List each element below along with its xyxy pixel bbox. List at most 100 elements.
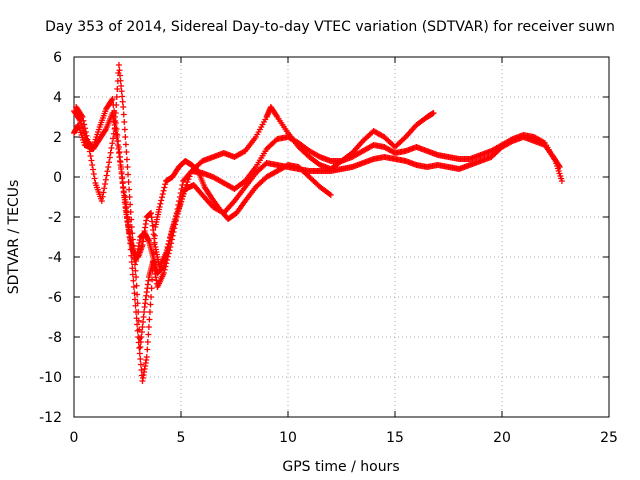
data-point <box>104 168 111 175</box>
data-point <box>98 198 105 204</box>
series-track-3 <box>73 62 437 350</box>
data-point <box>401 135 408 142</box>
data-point <box>81 125 88 132</box>
data-point <box>186 173 193 180</box>
data-point <box>128 259 135 265</box>
data-point <box>116 67 123 74</box>
data-point <box>118 88 125 95</box>
data-point <box>135 339 142 346</box>
data-point <box>120 111 127 118</box>
data-point <box>326 191 333 197</box>
data-point <box>164 257 171 263</box>
data-point <box>181 187 188 194</box>
data-point <box>176 205 183 211</box>
data-point <box>119 98 126 105</box>
grid-lines <box>74 57 609 417</box>
data-point <box>134 321 141 328</box>
data-point <box>78 112 85 119</box>
data-point <box>430 110 437 116</box>
data-point <box>81 121 88 128</box>
data-point <box>149 267 156 274</box>
data-point <box>124 164 131 170</box>
data-point <box>273 112 280 119</box>
data-point <box>240 179 247 185</box>
data-point <box>128 216 135 223</box>
data-point <box>109 140 116 147</box>
data-point <box>168 236 175 243</box>
y-tick-label: -8 <box>48 330 62 346</box>
data-point <box>127 201 134 208</box>
data-point <box>315 153 322 160</box>
x-tick-label: 25 <box>600 430 618 446</box>
data-point <box>133 309 140 315</box>
data-point <box>127 240 134 247</box>
data-point <box>87 153 94 159</box>
data-point <box>89 166 96 173</box>
data-point <box>123 156 130 163</box>
data-point <box>160 270 167 276</box>
data-point <box>112 110 119 116</box>
data-point <box>171 225 178 232</box>
x-tick-label: 20 <box>493 430 511 446</box>
data-point <box>107 149 114 156</box>
y-tick-label: -10 <box>39 370 62 386</box>
data-point <box>123 149 130 155</box>
data-point <box>134 327 141 334</box>
data-point <box>133 282 140 289</box>
data-point <box>150 250 157 257</box>
data-point <box>112 118 119 124</box>
data-point <box>176 202 183 208</box>
data-point <box>129 271 136 278</box>
data-point <box>161 184 168 191</box>
x-tick-label: 15 <box>386 430 404 446</box>
data-point <box>159 194 166 201</box>
data-point <box>76 116 83 123</box>
data-point <box>168 240 175 247</box>
data-point <box>173 214 180 220</box>
data-point <box>137 361 144 368</box>
data-point <box>113 94 120 100</box>
x-axis-label: GPS time / hours <box>282 459 399 475</box>
data-point <box>130 249 137 255</box>
data-point <box>327 192 334 198</box>
data-point <box>133 274 140 280</box>
data-point <box>91 175 98 182</box>
data-point <box>120 104 127 110</box>
data-point <box>103 172 110 179</box>
data-point <box>144 339 151 345</box>
data-point <box>121 119 128 125</box>
y-tick-label: 4 <box>53 90 62 106</box>
data-point <box>180 190 187 196</box>
data-point <box>164 253 171 260</box>
data-point <box>147 301 154 308</box>
data-point <box>101 185 108 192</box>
data-point <box>148 294 155 300</box>
data-point <box>172 221 179 228</box>
data-point <box>169 232 176 239</box>
series-track-4 <box>122 158 334 384</box>
data-point <box>558 178 565 184</box>
data-point <box>134 291 141 298</box>
data-point <box>127 246 134 253</box>
data-point <box>156 204 163 210</box>
data-point <box>163 260 170 267</box>
x-tick-label: 5 <box>177 430 186 446</box>
data-point <box>132 267 139 274</box>
data-point <box>106 154 113 161</box>
data-point <box>146 309 153 315</box>
data-point <box>122 141 129 148</box>
data-point <box>151 232 158 239</box>
data-point <box>160 187 167 194</box>
data-point <box>136 345 143 351</box>
data-point <box>183 181 190 188</box>
series-track-1 <box>71 110 563 270</box>
data-point <box>143 354 150 360</box>
y-tick-label: -4 <box>48 250 62 266</box>
y-tick-label: -12 <box>39 410 62 426</box>
data-point <box>130 277 137 284</box>
data-point <box>135 334 142 340</box>
data-point <box>119 93 126 100</box>
data-point <box>110 135 117 142</box>
data-point <box>172 217 179 224</box>
